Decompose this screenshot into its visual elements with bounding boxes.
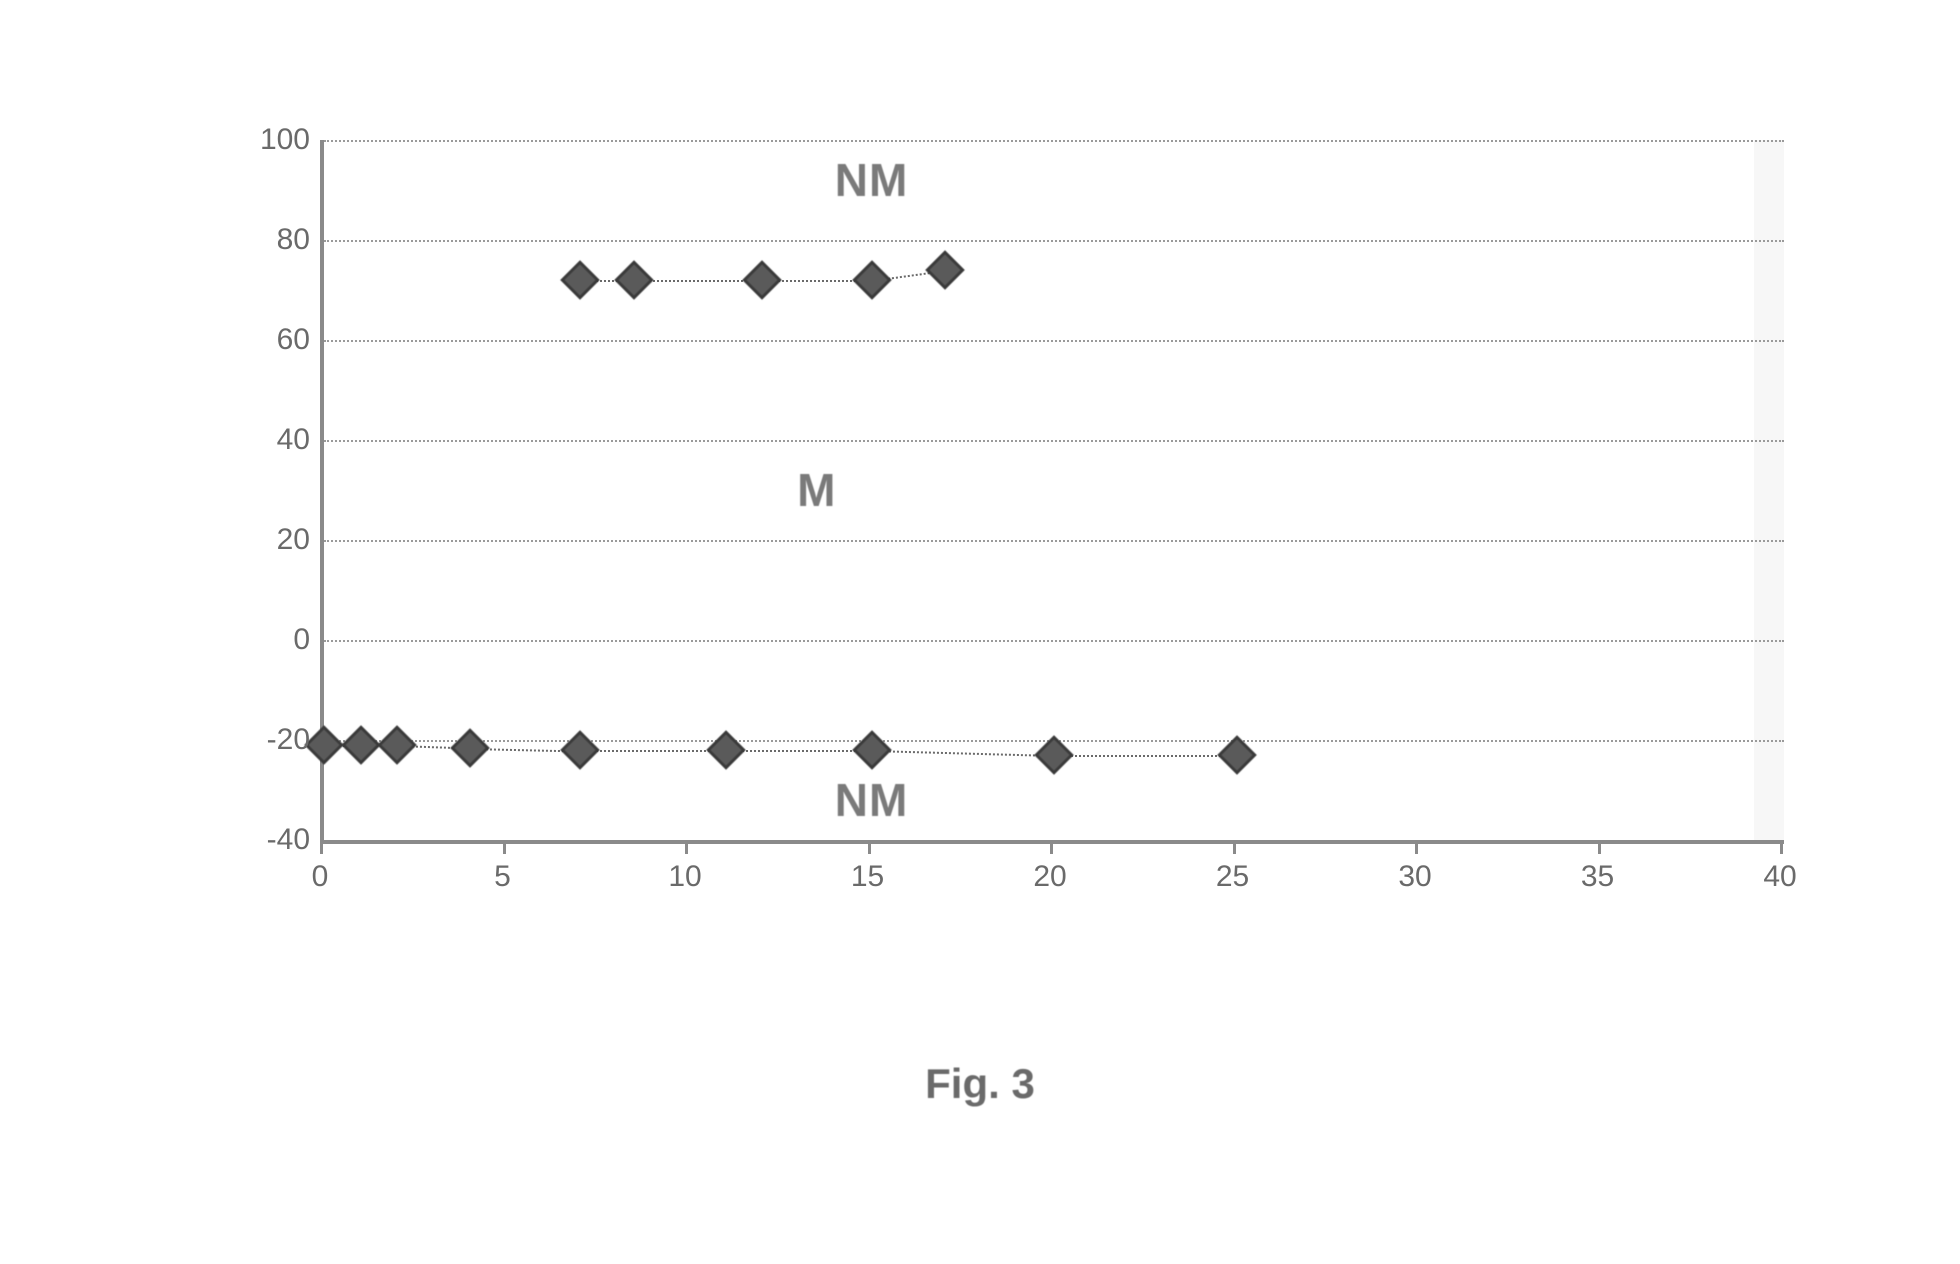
x-tick-label: 35 bbox=[1568, 860, 1628, 894]
plot-right-shade bbox=[1754, 140, 1784, 840]
y-tick-label: 40 bbox=[230, 423, 310, 457]
chart-annotation: M bbox=[797, 463, 836, 517]
y-tick-label: 100 bbox=[230, 123, 310, 157]
plot-area: NM M NM bbox=[320, 140, 1784, 844]
figure-caption: Fig. 3 bbox=[925, 1060, 1035, 1108]
data-marker bbox=[852, 260, 892, 300]
gridline bbox=[324, 340, 1784, 342]
data-marker bbox=[450, 728, 490, 768]
chart-annotation: NM bbox=[835, 153, 909, 207]
x-tick-label: 15 bbox=[838, 860, 898, 894]
x-tick-label: 5 bbox=[473, 860, 533, 894]
x-tick bbox=[1233, 840, 1236, 854]
x-tick-label: 25 bbox=[1203, 860, 1263, 894]
x-tick bbox=[320, 840, 323, 854]
data-marker bbox=[560, 260, 600, 300]
series-line bbox=[580, 750, 726, 752]
series-line bbox=[871, 750, 1054, 757]
chart-container: NMMNM -40-200204060801000510152025303540 bbox=[220, 140, 1780, 900]
gridline bbox=[324, 540, 1784, 542]
x-tick bbox=[1415, 840, 1418, 854]
x-tick bbox=[868, 840, 871, 854]
data-marker bbox=[304, 725, 344, 765]
y-tick-label: -20 bbox=[230, 723, 310, 757]
x-tick bbox=[1050, 840, 1053, 854]
gridline bbox=[324, 640, 1784, 642]
x-tick-label: 30 bbox=[1385, 860, 1445, 894]
gridline bbox=[324, 140, 1784, 142]
y-tick-label: 0 bbox=[230, 623, 310, 657]
data-marker bbox=[341, 725, 381, 765]
x-tick bbox=[685, 840, 688, 854]
gridline bbox=[324, 440, 1784, 442]
data-marker bbox=[742, 260, 782, 300]
x-tick-label: 10 bbox=[655, 860, 715, 894]
data-marker bbox=[614, 260, 654, 300]
x-tick bbox=[1598, 840, 1601, 854]
data-marker bbox=[706, 730, 746, 770]
x-tick-label: 20 bbox=[1020, 860, 1080, 894]
x-tick-label: 0 bbox=[290, 860, 350, 894]
data-marker bbox=[852, 730, 892, 770]
series-line bbox=[726, 750, 872, 752]
data-marker bbox=[560, 730, 600, 770]
x-tick bbox=[503, 840, 506, 854]
chart-annotation: NM bbox=[835, 773, 909, 827]
y-tick-label: 20 bbox=[230, 523, 310, 557]
y-tick-label: 60 bbox=[230, 323, 310, 357]
y-tick-label: 80 bbox=[230, 223, 310, 257]
gridline bbox=[324, 240, 1784, 242]
data-marker bbox=[925, 250, 965, 290]
data-marker bbox=[377, 725, 417, 765]
series-line bbox=[1054, 755, 1237, 757]
x-tick-label: 40 bbox=[1750, 860, 1810, 894]
x-tick bbox=[1780, 840, 1783, 854]
y-tick-label: -40 bbox=[230, 823, 310, 857]
